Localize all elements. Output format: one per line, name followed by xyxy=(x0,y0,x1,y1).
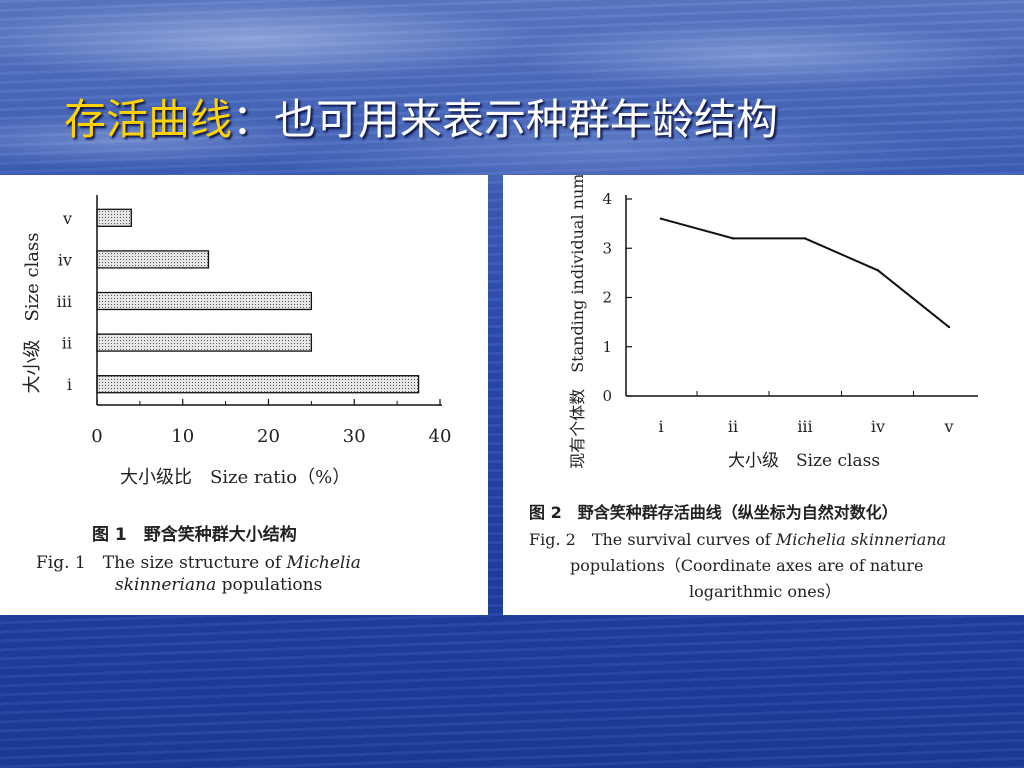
figure-1-caption-zh: 图 1 野含笑种群大小结构 xyxy=(92,525,297,545)
slide-title: 存活曲线：也可用来表示种群年龄结构 xyxy=(64,86,778,147)
x-tick-label-20: 20 xyxy=(257,426,280,447)
figure-1-caption-en-line2: skinneriana populations xyxy=(115,575,322,595)
bar-v xyxy=(96,208,132,227)
y-tick-label-v: v xyxy=(62,209,72,228)
figure-1-caption-en-species: skinneriana xyxy=(115,575,217,595)
data-point-iii xyxy=(803,237,807,240)
x-tick-label-ii: ii xyxy=(728,417,738,436)
figure-2-caption-en-species: Michelia skinneriana xyxy=(775,530,947,549)
data-point-i xyxy=(659,217,663,220)
figure-2-caption-en-line3: logarithmic ones） xyxy=(689,582,841,601)
x-tick-label-i: i xyxy=(658,417,663,436)
data-point-iv xyxy=(876,269,880,272)
figure-1-caption-en-suffix: populations xyxy=(216,575,323,595)
y-tick-label-iii: iii xyxy=(57,292,72,311)
x-tick-label-iii: iii xyxy=(797,417,812,436)
figure-1-caption-en-prefix: Fig. 1 The size structure of xyxy=(36,553,287,573)
bar-iii xyxy=(96,291,313,311)
slide-title-rest: ：也可用来表示种群年龄结构 xyxy=(232,95,779,144)
figure-2-caption-en-line1: Fig. 2 The survival curves of Michelia s… xyxy=(529,526,946,550)
y-tick-label-1: 1 xyxy=(602,338,612,356)
bar-ii xyxy=(96,333,313,352)
y-tick-label-0: 0 xyxy=(602,387,612,405)
y-axis-label: 大小级 Size class xyxy=(22,233,43,394)
x-tick-label-40: 40 xyxy=(429,426,452,447)
figure-2-caption-en-line2: populations（Coordinate axes are of natur… xyxy=(570,556,924,575)
x-tick-label-0: 0 xyxy=(91,426,102,447)
x-axis-label: 大小级 Size class xyxy=(728,451,880,471)
y-tick-label-ii: ii xyxy=(62,334,72,353)
y-tick-label-3: 3 xyxy=(602,239,612,257)
data-point-v xyxy=(947,325,951,329)
x-tick-label-10: 10 xyxy=(171,426,194,447)
x-tick-label-v: v xyxy=(943,417,953,436)
y-axis-label: 现有个体数 Standing individual number xyxy=(568,175,587,469)
y-tick-label-2: 2 xyxy=(602,289,612,307)
slide-title-highlight: 存活曲线 xyxy=(64,95,233,144)
x-tick-label-30: 30 xyxy=(343,426,366,447)
x-axis-label: 大小级比 Size ratio（%） xyxy=(120,467,350,488)
y-tick-label-iv: iv xyxy=(58,250,72,269)
y-tick-label-4: 4 xyxy=(602,190,612,208)
bar-iv xyxy=(96,250,210,269)
figure-2-caption-en-prefix: Fig. 2 The survival curves of xyxy=(529,530,776,549)
bar-i xyxy=(96,375,420,394)
survival-curve-line xyxy=(660,217,950,328)
y-tick-label-i: i xyxy=(67,375,72,394)
figure-2-panel: 0 1 2 3 4 i ii iii iv v 大小级 Size class 现有个体数 Standi… xyxy=(503,175,1024,615)
figure-1-caption-en-genus: Michelia xyxy=(286,553,361,573)
figure-1-panel: i ii iii iv v 0 10 20 30 40 大小级比 Size ratio（%） 大小级 … xyxy=(0,175,488,615)
figure-2-caption-zh: 图 2 野含笑种群存活曲线（纵坐标为自然对数化） xyxy=(529,503,898,522)
data-point-ii xyxy=(731,237,735,240)
figure-1-caption-en-line1: Fig. 1 The size structure of Michelia xyxy=(36,548,361,573)
x-tick-label-iv: iv xyxy=(871,417,885,436)
